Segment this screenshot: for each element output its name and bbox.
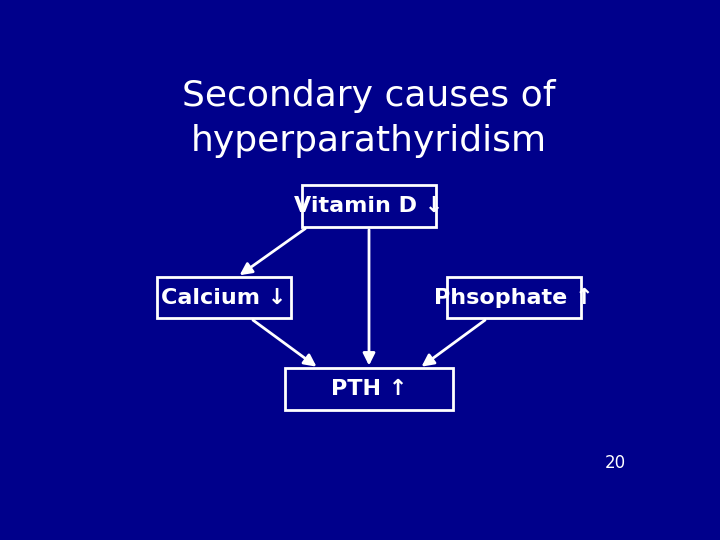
Text: Calcium ↓: Calcium ↓ xyxy=(161,288,287,308)
Text: Vitamin D ↓: Vitamin D ↓ xyxy=(294,196,444,216)
Text: 20: 20 xyxy=(605,454,626,472)
FancyBboxPatch shape xyxy=(447,277,581,319)
FancyBboxPatch shape xyxy=(285,368,453,410)
Text: Secondary causes of
hyperparathyridism: Secondary causes of hyperparathyridism xyxy=(182,79,556,158)
Text: PTH ↑: PTH ↑ xyxy=(330,379,408,399)
FancyBboxPatch shape xyxy=(302,185,436,227)
Text: Phsophate ↑: Phsophate ↑ xyxy=(434,288,594,308)
FancyBboxPatch shape xyxy=(157,277,291,319)
